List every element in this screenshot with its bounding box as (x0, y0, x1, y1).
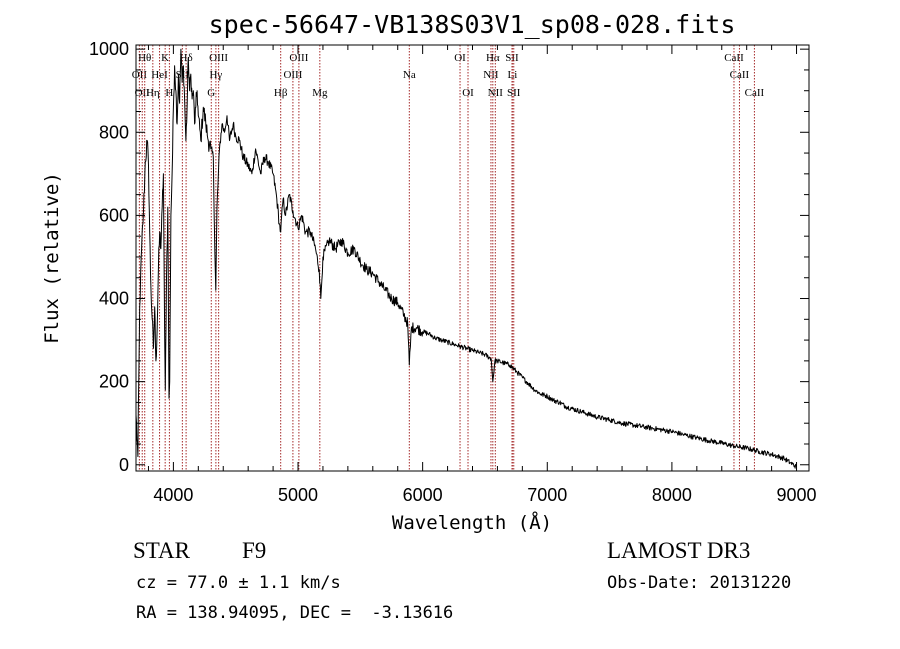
spectral-line-label: Li (507, 69, 517, 81)
object-subclass: F9 (242, 538, 267, 563)
y-axis: 0 200 400 600 800 1000 (89, 39, 809, 475)
spectral-line-label: Hα (486, 52, 500, 64)
spectral-line-label: NII (488, 87, 504, 99)
y-tick-label: 600 (99, 205, 129, 225)
x-tick-label: 5000 (278, 485, 318, 505)
spectral-lines: OIIOIIHθHηHeIKHSIIHδGHγOIIIHβOIIIOIIIMgN… (132, 45, 765, 471)
spectral-line-label: G (207, 87, 215, 99)
spectral-line-label: H (165, 87, 173, 99)
spectral-line-label: CaII (724, 52, 744, 64)
x-tick-label: 8000 (652, 485, 692, 505)
spectral-line-label: OII (135, 87, 151, 99)
spectral-line-label: Na (403, 69, 416, 81)
redshift-cz: cz = 77.0 ± 1.1 km/s (136, 573, 341, 593)
y-axis-label: Flux (relative) (41, 172, 63, 344)
y-tick-label: 400 (99, 289, 129, 309)
spectral-line-label: HeI (151, 69, 168, 81)
object-class: STAR (133, 538, 190, 563)
x-tick-label: 4000 (153, 485, 193, 505)
spectral-line-label: CaII (730, 69, 750, 81)
y-tick-label: 800 (99, 122, 129, 142)
y-tick-label: 0 (119, 455, 129, 475)
spectral-line-label: Hγ (209, 69, 222, 81)
spectral-line-label: OI (454, 52, 466, 64)
spectral-line-label: Hη (146, 87, 160, 99)
y-tick-label: 1000 (89, 39, 129, 59)
x-axis-label: Wavelength (Å) (392, 511, 552, 534)
spectral-line-label: CaII (745, 87, 765, 99)
spectral-line-label: NII (483, 69, 499, 81)
survey-name: LAMOST DR3 (607, 538, 751, 563)
spectral-line-label: Mg (312, 87, 328, 99)
x-tick-label: 9000 (777, 485, 817, 505)
observation-date: Obs-Date: 20131220 (607, 573, 792, 593)
x-tick-label: 7000 (527, 485, 567, 505)
spectral-line-label: Hδ (180, 52, 193, 64)
spectral-line-label: OIII (283, 69, 302, 81)
spectral-line-label: Hβ (274, 87, 288, 99)
spectral-line-label: OI (462, 87, 474, 99)
spectral-line-label: SII (507, 87, 521, 99)
x-tick-label: 6000 (403, 485, 443, 505)
spectral-line-label: K (161, 52, 169, 64)
chart-title: spec-56647-VB138S03V1_sp08-028.fits (209, 10, 736, 39)
spectral-line-label: OIII (209, 52, 228, 64)
spectral-line-label: Hθ (138, 52, 151, 64)
x-axis: 4000 5000 6000 7000 8000 9000 (147, 45, 817, 505)
spectrum-series (135, 48, 797, 469)
y-tick-label: 200 (99, 372, 129, 392)
spectral-line-label: OIII (289, 52, 308, 64)
ra-dec-coordinates: RA = 138.94095, DEC = -3.13616 (136, 603, 454, 623)
plot-frame (135, 44, 810, 472)
spectrum-line (135, 48, 797, 469)
